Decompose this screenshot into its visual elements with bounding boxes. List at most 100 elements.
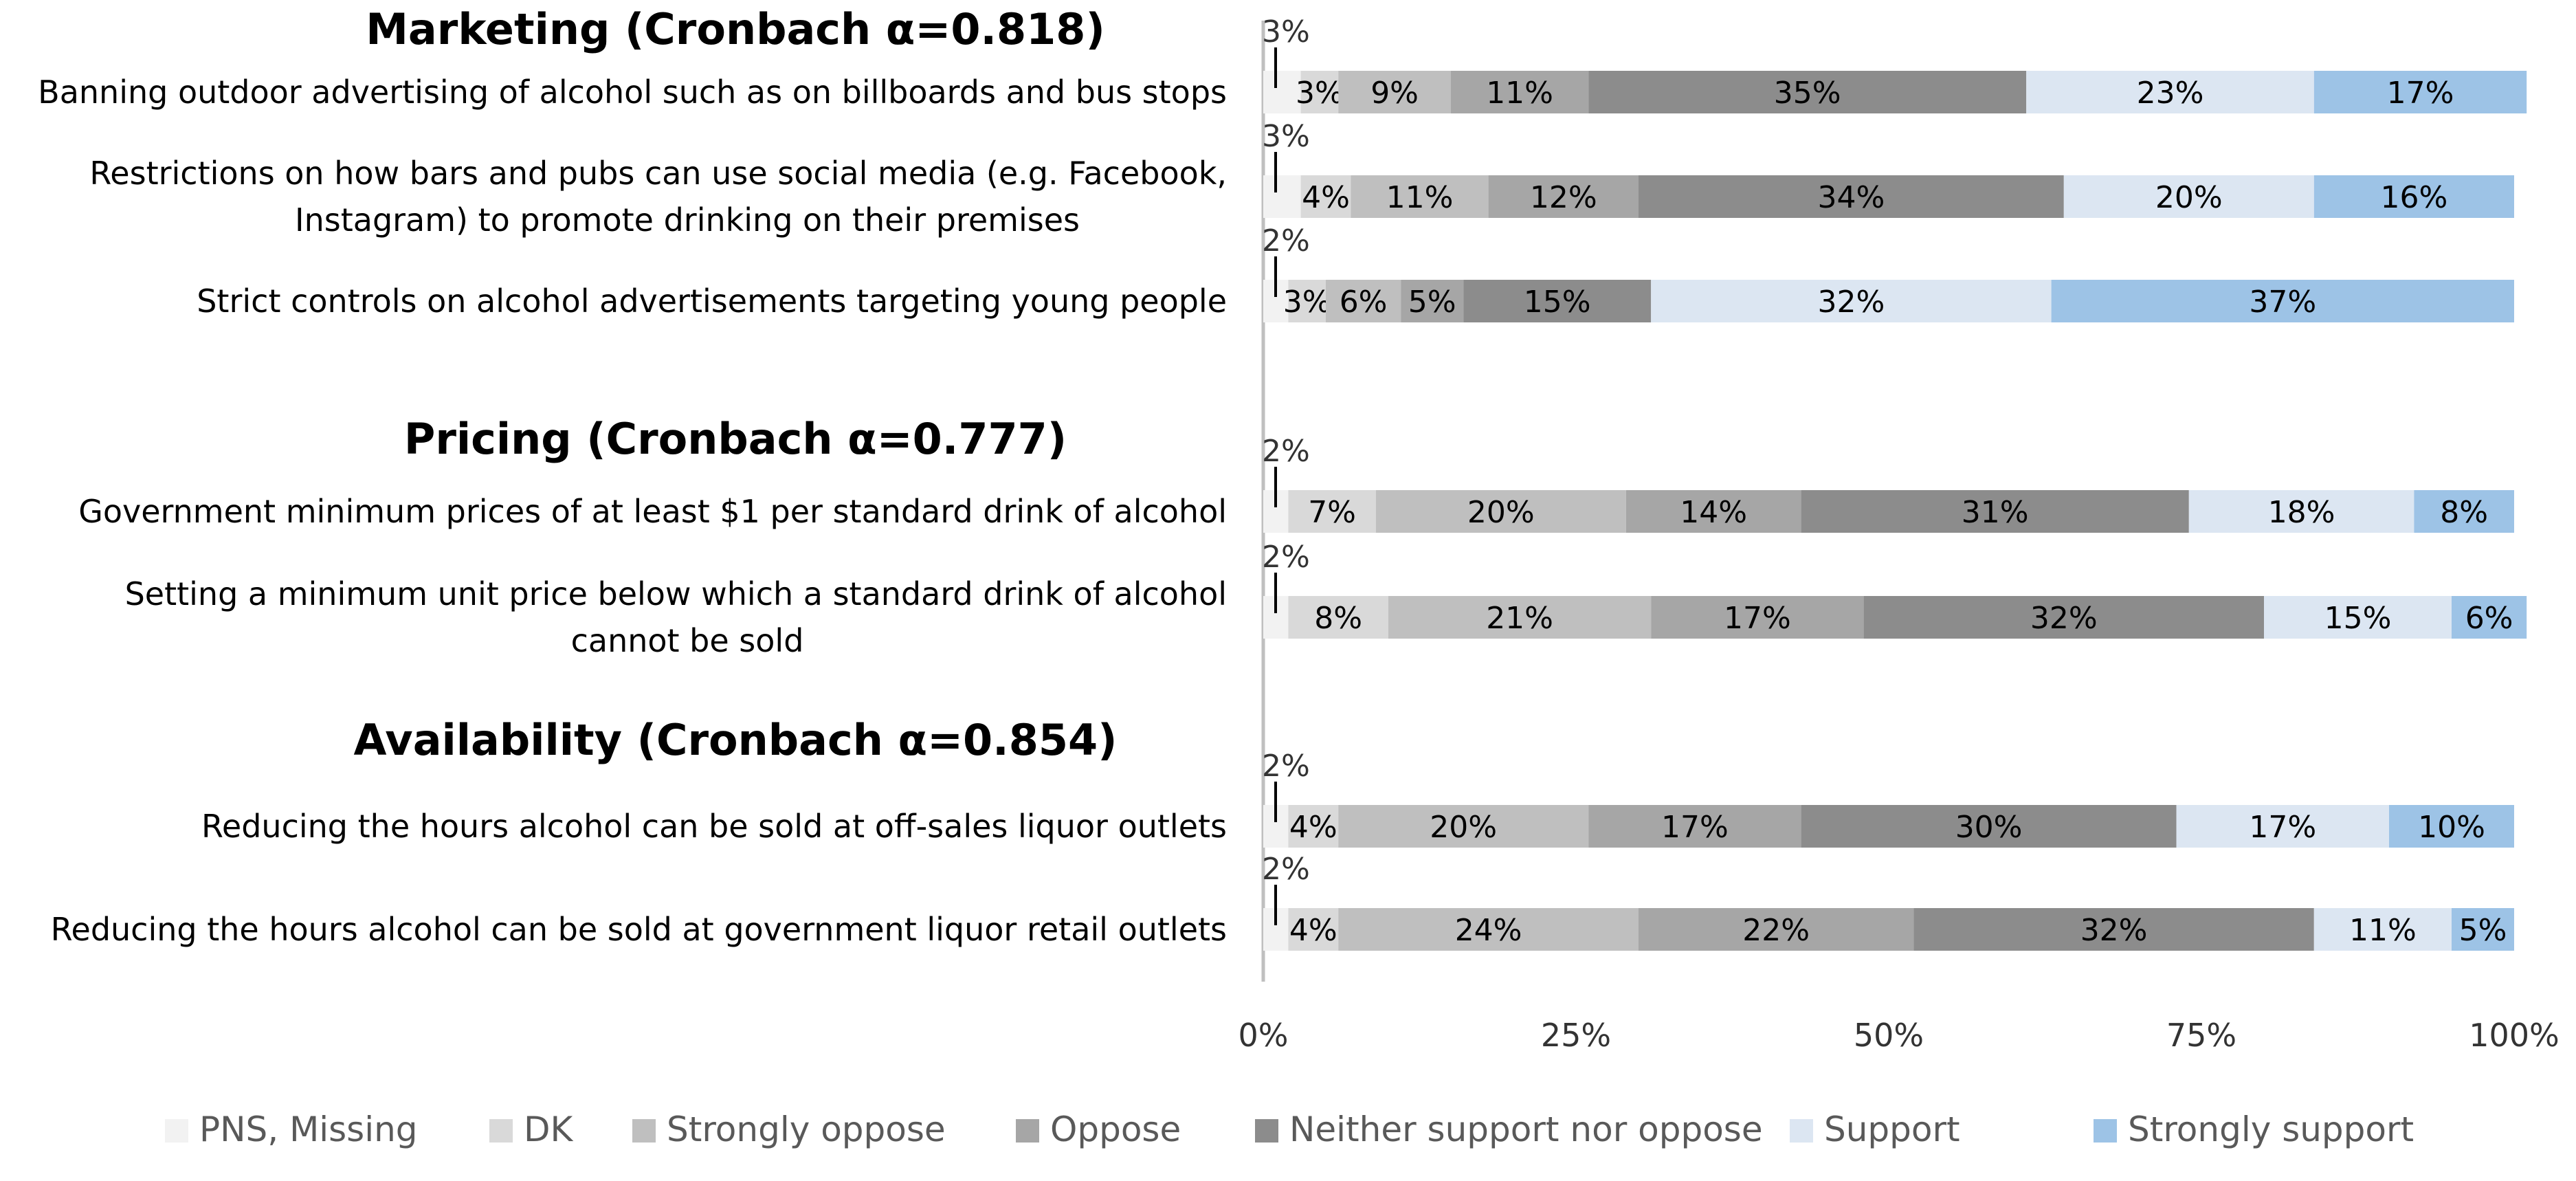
bar-segment — [1338, 908, 1639, 951]
bar-segment — [1263, 71, 1301, 113]
data-label: 21% — [1486, 601, 1553, 636]
bar-segment — [2313, 908, 2452, 951]
bar-segment — [1300, 71, 1339, 113]
data-label: 11% — [1386, 180, 1454, 215]
data-label: 5% — [1408, 285, 1456, 320]
x-tick-label: 75% — [2166, 1017, 2236, 1054]
data-label: 6% — [1340, 285, 1388, 320]
data-label: 3% — [1283, 285, 1331, 320]
data-label: 22% — [1742, 913, 1810, 948]
bar-segment — [1338, 805, 1589, 848]
data-label: 32% — [2030, 601, 2098, 636]
category-label: Reducing the hours alcohol can be sold a… — [51, 911, 1227, 948]
data-label: 10% — [2418, 810, 2485, 845]
data-label: 2% — [1262, 223, 1310, 258]
bar-segment — [1588, 71, 2027, 113]
bar-segment — [1639, 175, 2064, 218]
bar-segment — [2188, 490, 2414, 533]
data-label: 6% — [2465, 601, 2513, 636]
legend-label: Oppose — [1050, 1110, 1181, 1149]
data-label: 31% — [1962, 495, 2029, 530]
data-label: 20% — [2155, 180, 2223, 215]
data-label: 8% — [1314, 601, 1362, 636]
bar-segment — [1639, 908, 1914, 951]
legend-swatch — [1790, 1119, 1813, 1143]
data-label: 5% — [2459, 913, 2507, 948]
group-title: Marketing (Cronbach α=0.818) — [366, 4, 1105, 54]
data-label: 30% — [1955, 810, 2023, 845]
bar-segment — [1288, 280, 1326, 322]
data-label: 17% — [1724, 601, 1791, 636]
data-label: 2% — [1262, 540, 1310, 575]
bar-segment — [1375, 490, 1626, 533]
x-tick-label: 0% — [1239, 1017, 1289, 1054]
data-label: 35% — [1774, 76, 1841, 111]
bar-segment — [1463, 280, 1652, 322]
data-label: 9% — [1370, 76, 1419, 111]
bar-segment — [2389, 805, 2514, 848]
legend-swatch — [489, 1119, 513, 1143]
bar-segment — [2414, 490, 2514, 533]
x-tick-label: 25% — [1541, 1017, 1611, 1054]
bar-segment — [2063, 175, 2314, 218]
data-label: 4% — [1302, 180, 1350, 215]
legend-swatch — [1255, 1119, 1278, 1143]
category-label: Setting a minimum unit price below which… — [125, 575, 1227, 612]
group-title: Availability (Cronbach α=0.854) — [354, 715, 1118, 765]
category-label: Restrictions on how bars and pubs can us… — [89, 155, 1227, 192]
bar-segment — [2313, 71, 2527, 113]
bar-segment — [1300, 175, 1351, 218]
bar-segment — [1801, 490, 2189, 533]
legend-label: PNS, Missing — [199, 1110, 418, 1149]
category-label: Reducing the hours alcohol can be sold a… — [201, 808, 1227, 845]
bar-segment — [1488, 175, 1639, 218]
x-tick-label: 50% — [1854, 1017, 1924, 1054]
data-label: 15% — [2324, 601, 2392, 636]
data-label: 17% — [1661, 810, 1729, 845]
legend-label: Strongly support — [2128, 1110, 2414, 1149]
legend-label: Support — [1824, 1110, 1960, 1149]
legend-swatch — [1016, 1119, 1039, 1143]
bar-segment — [2264, 596, 2452, 639]
data-label: 23% — [2137, 76, 2204, 111]
data-label: 2% — [1262, 852, 1310, 887]
data-label: 11% — [2349, 913, 2417, 948]
legend-label: Neither support nor oppose — [1289, 1110, 1763, 1149]
data-label: 12% — [1530, 180, 1597, 215]
bar-segment — [1588, 805, 1801, 848]
bar-segment — [1651, 280, 2052, 322]
data-label: 7% — [1308, 495, 1356, 530]
data-label: 3% — [1262, 119, 1310, 154]
bar-segment — [1288, 490, 1376, 533]
data-label: 17% — [2387, 76, 2454, 111]
data-label: 8% — [2440, 495, 2488, 530]
x-tick-label: 100% — [2469, 1017, 2560, 1054]
group-title: Pricing (Cronbach α=0.777) — [404, 414, 1067, 464]
bar-segment — [1338, 71, 1451, 113]
data-label: 15% — [1524, 285, 1591, 320]
legend-label: Strongly oppose — [667, 1110, 946, 1149]
data-label: 17% — [2249, 810, 2316, 845]
data-label: 32% — [1818, 285, 1885, 320]
bar-segment — [1801, 805, 2177, 848]
bar-segment — [1651, 596, 1864, 639]
legend-label: DK — [524, 1110, 574, 1149]
data-label: 2% — [1262, 434, 1310, 469]
category-label: Strict controls on alcohol advertisement… — [197, 283, 1227, 320]
legend-swatch — [2094, 1119, 2117, 1143]
data-label: 16% — [2381, 180, 2448, 215]
legend-swatch — [632, 1119, 656, 1143]
bar-segment — [2452, 596, 2527, 639]
data-label: 34% — [1818, 180, 1885, 215]
bar-segment — [2313, 175, 2514, 218]
data-label: 3% — [1296, 76, 1344, 111]
bar-segment — [2452, 908, 2514, 951]
bar-segment — [1401, 280, 1464, 322]
data-label: 20% — [1430, 810, 1497, 845]
bar-segment — [1263, 175, 1301, 218]
bar-segment — [1913, 908, 2314, 951]
data-label: 37% — [2249, 285, 2316, 320]
bar-segment — [1451, 71, 1589, 113]
category-label: Instagram) to promote drinking on their … — [295, 201, 1080, 239]
